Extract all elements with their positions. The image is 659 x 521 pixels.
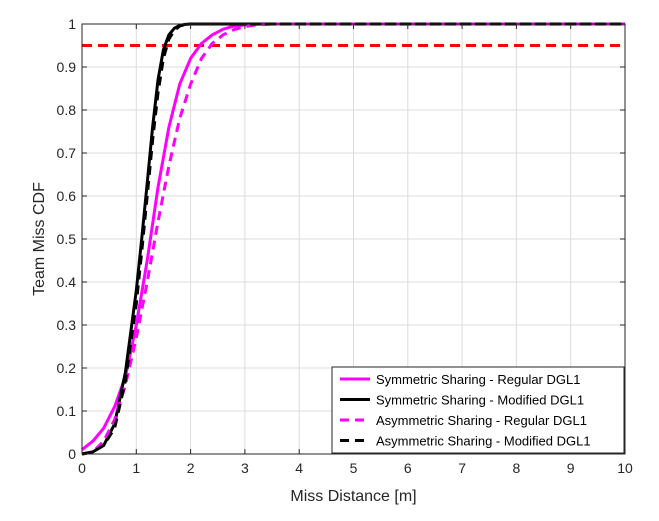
x-axis-title: Miss Distance [m] bbox=[290, 488, 416, 505]
y-tick-label: 0.2 bbox=[57, 360, 77, 376]
x-tick-label: 10 bbox=[617, 460, 633, 476]
x-tick-label: 4 bbox=[295, 460, 303, 476]
x-tick-label: 7 bbox=[458, 460, 466, 476]
legend-label: Asymmetric Sharing - Modified DGL1 bbox=[376, 434, 591, 449]
legend-box bbox=[331, 366, 625, 454]
x-tick-label: 3 bbox=[241, 460, 249, 476]
y-tick-label: 0.8 bbox=[57, 102, 77, 118]
legend-entry-3: Asymmetric Sharing - Regular DGL1 bbox=[340, 413, 587, 428]
x-tick-label: 2 bbox=[187, 460, 195, 476]
legend-entries: Symmetric Sharing - Regular DGL1 Symmetri… bbox=[340, 372, 591, 449]
legend-entry-4: Asymmetric Sharing - Modified DGL1 bbox=[340, 434, 591, 449]
y-tick-label: 0.5 bbox=[57, 231, 77, 247]
series-line-3 bbox=[81, 22, 625, 456]
legend-label: Symmetric Sharing - Modified DGL1 bbox=[376, 393, 584, 408]
legend: Symmetric Sharing - Regular DGL1 Symmetri… bbox=[331, 366, 625, 454]
legend-entry-2: Symmetric Sharing - Modified DGL1 bbox=[340, 393, 584, 408]
y-tick-label: 0.7 bbox=[57, 145, 77, 161]
x-tick-label: 6 bbox=[404, 460, 412, 476]
y-tick-label: 0.3 bbox=[57, 317, 77, 333]
y-tick-label: 0.9 bbox=[57, 59, 77, 75]
tick-labels: 0 1 2 3 4 5 6 7 8 9 10 0 0.1 0.2 0.3 0.4 0.5 0.6 0.7 0.8 0.9… bbox=[57, 16, 633, 476]
y-tick-label: 0.1 bbox=[57, 403, 77, 419]
y-tick-label: 1 bbox=[68, 16, 76, 32]
legend-label: Asymmetric Sharing - Regular DGL1 bbox=[376, 413, 587, 428]
x-tick-label: 0 bbox=[78, 460, 86, 476]
y-tick-label: 0.6 bbox=[57, 188, 77, 204]
x-tick-label: 1 bbox=[132, 460, 140, 476]
x-tick-label: 8 bbox=[513, 460, 521, 476]
y-tick-label: 0 bbox=[68, 446, 76, 462]
y-axis-title: Team Miss CDF bbox=[31, 182, 48, 296]
legend-entry-1: Symmetric Sharing - Regular DGL1 bbox=[340, 372, 580, 387]
legend-label: Symmetric Sharing - Regular DGL1 bbox=[376, 372, 580, 387]
x-tick-label: 5 bbox=[350, 460, 358, 476]
series-line-1 bbox=[81, 22, 625, 451]
x-tick-label: 9 bbox=[567, 460, 575, 476]
y-tick-label: 0.4 bbox=[57, 274, 77, 290]
